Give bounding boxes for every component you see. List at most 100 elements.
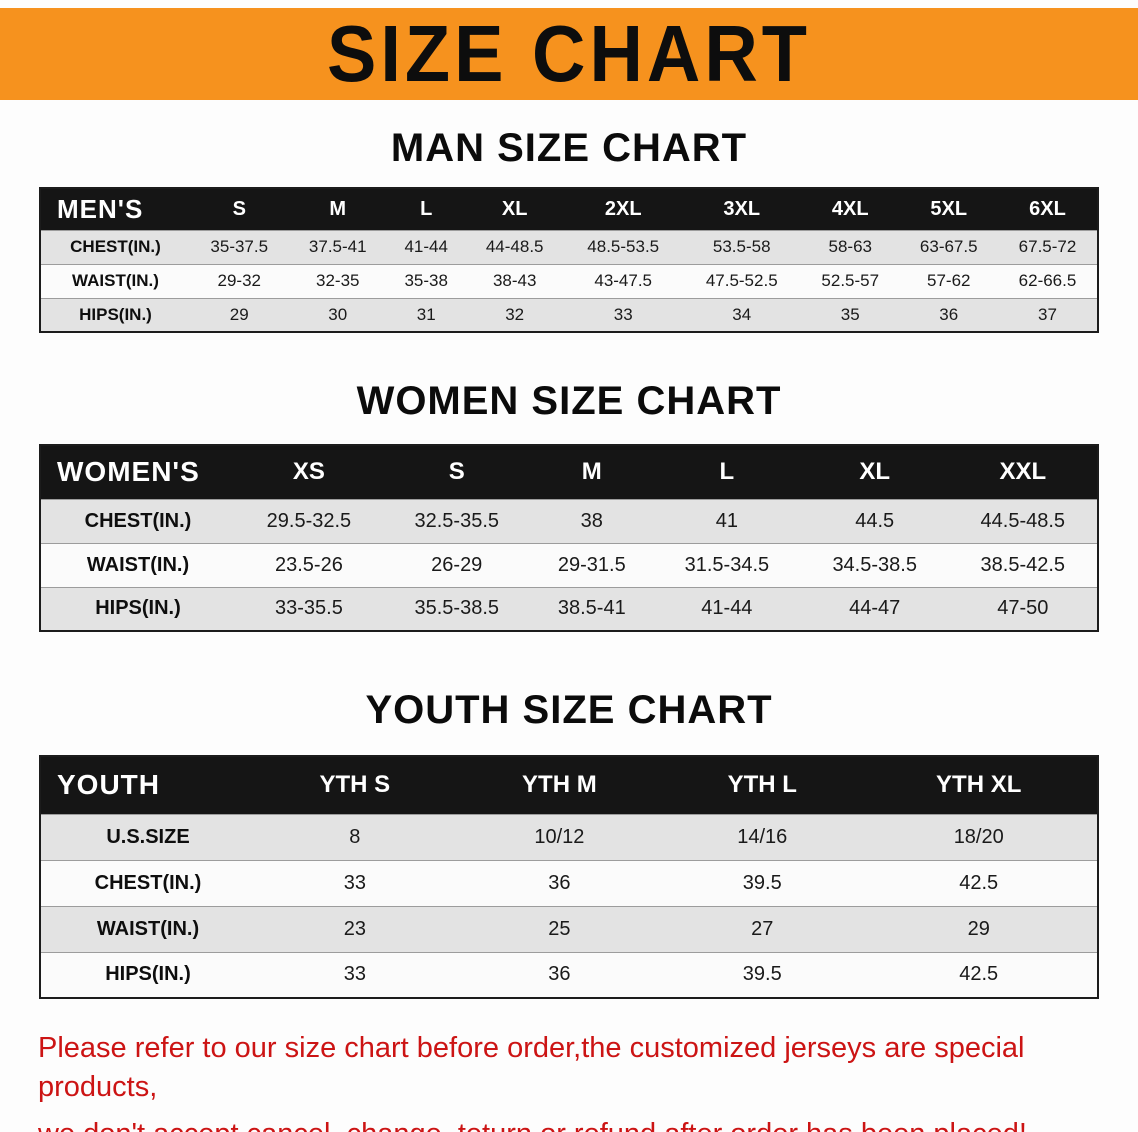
size-value-cell: 23.5-26: [274, 553, 343, 576]
size-value-cell: 43-47.5: [594, 271, 653, 290]
size-value-cell: 36: [939, 304, 959, 324]
size-value-cell: 38-43: [492, 271, 537, 290]
size-value-cell: 10/12: [534, 825, 585, 848]
size-value-cell: 29: [967, 917, 990, 940]
size-value-cell: 42.5: [959, 871, 999, 894]
size-value-cell: 33: [343, 963, 366, 986]
size-value-cell: 36: [548, 963, 571, 986]
size-column-header: XS: [292, 458, 325, 486]
size-value-cell: 23: [343, 917, 366, 940]
table-row: WAIST(IN.) 23 25 27 29: [40, 906, 1098, 952]
size-column-header: 6XL: [1029, 197, 1066, 220]
table-row: CHEST(IN.) 35-37.5 37.5-41 41-44 44-48.5 48.5…: [40, 230, 1098, 264]
table-category-header: WOMEN'S: [57, 456, 200, 488]
women-section-heading: WOMEN SIZE CHART: [356, 379, 782, 423]
size-column-header: L: [719, 458, 735, 486]
women-size-table: WOMEN'S XS S M L XL XXL CHEST(IN.) 29.5-32.5 32.5…: [39, 444, 1099, 632]
women-size-section: WOMEN SIZE CHART WOMEN'S XS S M L XL XXL CHEST(…: [0, 379, 1138, 632]
size-column-header: 5XL: [930, 197, 968, 220]
size-value-cell: 30: [328, 304, 348, 324]
size-value-cell: 35.5-38.5: [414, 597, 499, 620]
size-value-cell: 41-44: [404, 237, 448, 256]
row-label: WAIST(IN.): [96, 917, 200, 940]
size-value-cell: 33: [343, 871, 366, 894]
size-column-header: 4XL: [831, 197, 869, 220]
size-value-cell: 36: [548, 871, 571, 894]
row-label: HIPS(IN.): [95, 597, 181, 620]
size-value-cell: 67.5-72: [1018, 237, 1077, 256]
size-value-cell: 8: [349, 825, 361, 848]
size-value-cell: 32-35: [316, 271, 360, 290]
size-value-cell: 47-50: [997, 597, 1049, 620]
size-value-cell: 44-48.5: [485, 237, 544, 256]
title-banner: SIZE CHART: [0, 8, 1138, 100]
size-value-cell: 29-31.5: [557, 553, 626, 576]
men-section-heading: MAN SIZE CHART: [390, 126, 748, 170]
row-label: CHEST(IN.): [84, 509, 192, 532]
size-value-cell: 33-35.5: [274, 597, 343, 620]
table-category-header: MEN'S: [57, 193, 144, 224]
size-value-cell: 29-32: [217, 271, 261, 290]
row-label: WAIST(IN.): [86, 553, 190, 576]
size-value-cell: 39.5: [742, 963, 782, 986]
table-header-row: WOMEN'S XS S M L XL XXL: [40, 445, 1098, 499]
size-value-cell: 41: [715, 509, 738, 532]
size-value-cell: 34.5-38.5: [832, 553, 917, 576]
size-value-cell: 44.5-48.5: [980, 509, 1066, 532]
table-row: WAIST(IN.) 29-32 32-35 35-38 38-43 43-47.5 47.…: [40, 264, 1098, 298]
table-header-row: YOUTH YTH S YTH M YTH L YTH XL: [40, 756, 1098, 814]
size-value-cell: 35-37.5: [210, 237, 269, 256]
disclaimer-line-2: we don't accept cancel, change, teturn o…: [38, 1115, 1108, 1132]
size-value-cell: 35-38: [404, 271, 448, 290]
size-value-cell: 29: [229, 304, 249, 324]
row-label: HIPS(IN.): [79, 304, 152, 324]
disclaimer: Please refer to our size chart before or…: [38, 1029, 1108, 1132]
size-value-cell: 63-67.5: [919, 237, 978, 256]
size-value-cell: 58-63: [828, 237, 872, 256]
table-row: WAIST(IN.) 23.5-26 26-29 29-31.5 31.5-34.5 34…: [40, 543, 1098, 587]
size-value-cell: 27: [751, 917, 774, 940]
table-row: CHEST(IN.) 33 36 39.5 42.5: [40, 860, 1098, 906]
size-column-header: YTH S: [319, 771, 391, 799]
size-value-cell: 31: [416, 304, 436, 324]
size-value-cell: 48.5-53.5: [587, 237, 660, 256]
size-value-cell: 25: [548, 917, 571, 940]
table-row: U.S.SIZE 8 10/12 14/16 18/20: [40, 814, 1098, 860]
table-row: HIPS(IN.) 33 36 39.5 42.5: [40, 952, 1098, 998]
size-column-header: XL: [859, 458, 891, 486]
size-value-cell: 33: [613, 304, 633, 324]
size-value-cell: 26-29: [431, 553, 483, 576]
size-value-cell: 44-47: [849, 597, 901, 620]
size-column-header: S: [232, 197, 246, 220]
size-column-header: L: [420, 197, 433, 220]
size-value-cell: 37.5-41: [308, 237, 367, 256]
size-value-cell: 42.5: [959, 963, 999, 986]
men-size-section: MAN SIZE CHART MEN'S S M L XL 2XL 3XL 4XL 5XL 6XL…: [0, 126, 1138, 333]
size-column-header: 3XL: [723, 197, 761, 220]
size-value-cell: 34: [732, 304, 752, 324]
table-row: HIPS(IN.) 29 30 31 32 33 34 35 36 37: [40, 298, 1098, 332]
men-size-table: MEN'S S M L XL 2XL 3XL 4XL 5XL 6XL CHEST(IN.) 35-37…: [39, 187, 1099, 333]
youth-section-heading: YOUTH SIZE CHART: [365, 688, 773, 732]
size-chart-page: SIZE CHART MAN SIZE CHART MEN'S S M L XL 2XL 3…: [0, 8, 1138, 1132]
size-column-header: 2XL: [604, 197, 642, 220]
size-value-cell: 52.5-57: [821, 271, 880, 290]
size-value-cell: 57-62: [927, 271, 971, 290]
row-label: U.S.SIZE: [106, 825, 190, 848]
row-label: CHEST(IN.): [94, 871, 202, 894]
table-category-header: YOUTH: [57, 769, 160, 801]
size-value-cell: 14/16: [737, 825, 788, 848]
table-row: CHEST(IN.) 29.5-32.5 32.5-35.5 38 41 44.5 44.5…: [40, 499, 1098, 543]
size-value-cell: 53.5-58: [712, 237, 771, 256]
row-label: CHEST(IN.): [70, 237, 161, 256]
size-column-header: XXL: [999, 458, 1047, 486]
size-column-header: YTH XL: [936, 771, 1022, 799]
size-value-cell: 38: [580, 509, 603, 532]
disclaimer-line-1: Please refer to our size chart before or…: [38, 1032, 1025, 1104]
row-label: WAIST(IN.): [72, 271, 159, 290]
size-value-cell: 38.5-41: [557, 597, 626, 620]
size-value-cell: 62-66.5: [1018, 271, 1077, 290]
size-value-cell: 18/20: [953, 825, 1004, 848]
size-column-header: M: [581, 458, 602, 486]
size-value-cell: 39.5: [742, 871, 782, 894]
